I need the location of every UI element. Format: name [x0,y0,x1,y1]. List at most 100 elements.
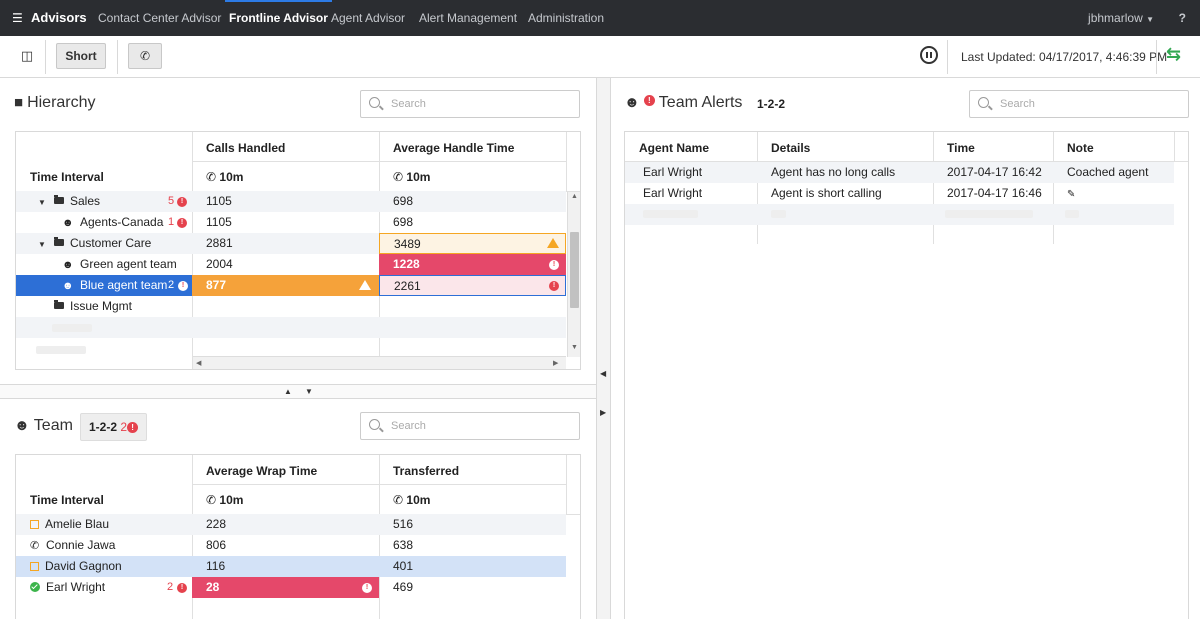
hierarchy-search[interactable] [360,90,580,118]
alert-details-cell[interactable]: Agent is short calling [771,186,882,200]
scroll-right-icon[interactable]: ▶ [553,360,559,367]
alert-time-cell[interactable]: 2017-04-17 16:46 [947,186,1042,200]
team-icon: ☻ [62,280,74,292]
column-header-transferred[interactable]: Transferred [393,464,460,478]
wrap-time-cell-critical[interactable]: 28 [192,577,379,598]
calls-handled-cell[interactable]: 1105 [206,215,232,229]
alert-note-cell[interactable]: ✎ [1053,183,1174,204]
horizontal-splitter[interactable]: ▲ ▼ [0,384,596,399]
column-header-note[interactable]: Note [1067,141,1094,155]
wrap-time-cell[interactable]: 116 [206,559,226,573]
interval-transferred[interactable]: ✆ 10m [393,493,430,507]
agent-row-amelie-blau[interactable]: Amelie Blau [16,514,192,535]
column-header-calls-handled[interactable]: Calls Handled [206,141,286,155]
help-button[interactable]: ? [1178,11,1186,25]
transferred-cell[interactable]: 638 [393,538,414,552]
alerts-grid: Agent Name Details Time Note Earl Wright… [624,131,1189,619]
team-search[interactable] [360,412,580,440]
agent-row-connie-jawa[interactable]: ✆ Connie Jawa [16,535,192,556]
collapse-right-icon[interactable]: ▶ [600,408,607,417]
redacted-row [36,346,86,354]
scroll-down-icon[interactable]: ▼ [571,344,578,351]
interval-aht[interactable]: ✆ 10m [393,170,430,184]
scroll-thumb[interactable] [570,232,579,308]
wrap-time-cell[interactable]: 806 [206,538,227,552]
user-menu[interactable]: jbhmarlow ▼ [1088,0,1154,38]
nav-frontline-advisor[interactable]: Frontline Advisor [225,0,332,36]
calls-handled-cell[interactable]: 2004 [206,257,233,271]
chevron-down-icon[interactable]: ▼ [38,198,46,207]
phone-filter-button[interactable]: ✆ [128,43,162,69]
calls-handled-cell[interactable]: 1105 [206,194,232,208]
tree-row-blue-agent-team[interactable]: ☻ Blue agent team [16,275,192,296]
alerts-search[interactable] [969,90,1189,118]
aht-cell-warning[interactable]: 3489 [379,233,566,254]
tree-row-customer-care[interactable]: ▼ Customer Care [16,233,192,254]
agent-row-david-gagnon[interactable]: David Gagnon [16,556,192,577]
horizontal-scrollbar[interactable]: ◀ ▶ [193,356,566,369]
team-search-input[interactable] [391,418,541,434]
column-header-time[interactable]: Time [947,141,975,155]
agent-row-earl-wright[interactable]: Earl Wright [16,577,192,598]
folder-icon [54,300,64,309]
collapse-down-icon[interactable]: ▼ [305,387,313,396]
alert-time-cell[interactable]: 2017-04-17 16:42 [947,165,1042,179]
pause-icon[interactable] [920,46,938,64]
redacted-row [1065,210,1079,218]
tree-row-sales[interactable]: ▼ Sales [16,191,192,212]
collapse-left-icon[interactable]: ◀ [600,369,607,378]
alert-details-cell[interactable]: Agent has no long calls [771,165,896,179]
nav-alert-management[interactable]: Alert Management [419,11,518,25]
transferred-cell[interactable]: 401 [393,559,414,573]
aht-cell-critical[interactable]: 1228 [379,254,566,275]
pencil-icon[interactable]: ✎ [1067,189,1076,200]
warning-icon [547,238,559,248]
transferred-cell[interactable]: 516 [393,517,414,531]
chevron-down-icon: ▼ [1146,15,1154,24]
aht-cell-alert[interactable]: 2261 [379,275,566,296]
calls-handled-cell[interactable]: 2881 [206,236,233,250]
phone-icon: ✆ [393,170,404,184]
tree-row-green-agent-team[interactable]: ☻ Green agent team [16,254,192,275]
tree-row-agents-canada[interactable]: ☻ Agents-Canada [16,212,192,233]
wrap-time-cell[interactable]: 228 [206,517,227,531]
aht-cell[interactable]: 698 [393,194,414,208]
column-header-average-wrap-time[interactable]: Average Wrap Time [206,464,318,478]
alert-note-cell[interactable]: Coached agent [1067,165,1149,179]
collapse-up-icon[interactable]: ▲ [284,387,292,396]
hierarchy-search-input[interactable] [391,96,541,112]
column-header-agent-name[interactable]: Agent Name [639,141,710,155]
column-header-details[interactable]: Details [771,141,811,155]
brand[interactable]: ☰ Advisors [12,0,87,36]
vertical-scrollbar[interactable]: ▲ ▼ [567,192,580,357]
chevron-down-icon[interactable]: ▼ [38,240,46,249]
alert-icon: ! [177,197,187,207]
columns-icon[interactable]: ◫ [20,48,34,63]
scroll-left-icon[interactable]: ◀ [196,360,202,367]
toolbar-divider [1156,40,1157,74]
nav-contact-center-advisor[interactable]: Contact Center Advisor [98,11,222,25]
alert-agent-cell[interactable]: Earl Wright [643,165,703,179]
nav-administration[interactable]: Administration [528,11,605,25]
hierarchy-title-label: Hierarchy [27,94,96,111]
column-divider [566,132,567,192]
scroll-up-icon[interactable]: ▲ [571,193,578,200]
edit-status-icon [30,562,39,571]
interval-calls-handled[interactable]: ✆ 10m [206,170,243,184]
calls-handled-cell-warning[interactable]: 877 [192,275,379,296]
aht-cell[interactable]: 698 [393,215,414,229]
short-button[interactable]: Short [56,43,106,69]
nav-agent-advisor[interactable]: Agent Advisor [331,11,406,25]
column-divider [566,455,567,515]
transferred-cell[interactable]: 469 [393,580,414,594]
row-divider [192,161,566,162]
column-header-aht[interactable]: Average Handle Time [393,141,515,155]
swap-icon[interactable]: ⇆ [1166,44,1182,64]
alert-agent-cell[interactable]: Earl Wright [643,186,703,200]
vertical-splitter[interactable]: ◀ ▶ [596,78,611,619]
alert-icon: ! [177,583,187,593]
alerts-search-input[interactable] [1000,96,1150,112]
tree-row-issue-mgmt[interactable]: Issue Mgmt [16,296,192,317]
interval-average-wrap-time[interactable]: ✆ 10m [206,493,243,507]
interval-label: 10m [219,170,244,184]
